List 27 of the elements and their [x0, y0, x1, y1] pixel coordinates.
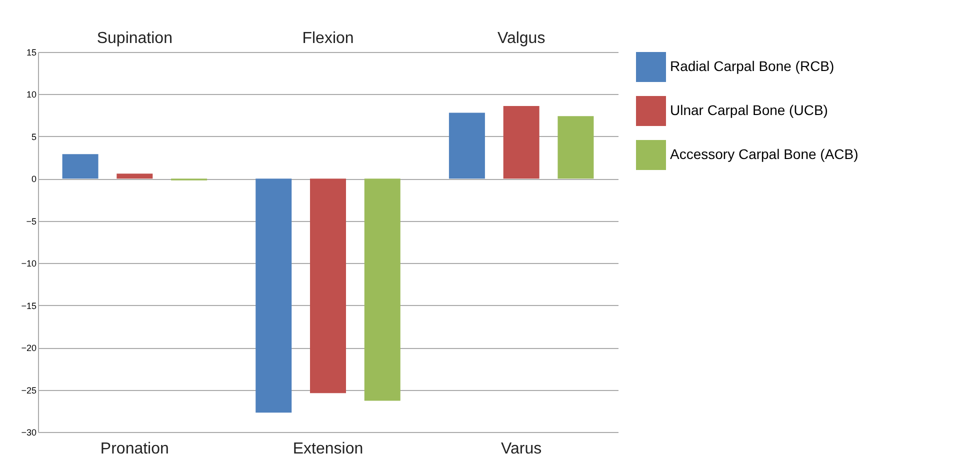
text: Supination [96, 30, 172, 47]
y-tick-label: −25 [21, 385, 36, 396]
bar [503, 106, 540, 179]
x-tick-label: Extension [292, 440, 364, 458]
bar [256, 178, 292, 413]
text: Flexion [302, 30, 354, 47]
y-tick-label: 15 [26, 48, 36, 58]
bar [116, 174, 153, 179]
bar [310, 178, 346, 394]
x-tick-label: Pronation [100, 440, 169, 458]
text: Valgus [497, 30, 546, 47]
y-tick-label: 5 [31, 132, 36, 142]
legend-label: Accessory Carpal Bone (ACB) [670, 146, 858, 162]
bar [364, 178, 400, 401]
y-tick-label: 0 [31, 174, 36, 184]
y-tick-label: 10 [26, 90, 36, 100]
y-tick-label: −20 [21, 343, 36, 354]
legend-label: Radial Carpal Bone (RCB) [670, 58, 834, 74]
bar [558, 116, 594, 179]
bar [62, 154, 98, 179]
x-tick-label: Varus [501, 440, 542, 458]
y-tick-label: −5 [26, 216, 36, 226]
bar [448, 112, 485, 179]
legend-label: Ulnar Carpal Bone (UCB) [670, 102, 828, 118]
y-tick-label: −15 [21, 300, 36, 311]
y-tick-label: −10 [21, 258, 36, 269]
y-tick-label: −30 [21, 428, 36, 438]
